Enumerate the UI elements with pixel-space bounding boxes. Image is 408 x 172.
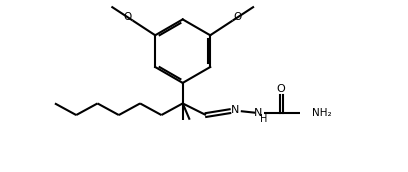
Text: NH₂: NH₂ — [312, 108, 332, 118]
Text: H: H — [260, 114, 267, 124]
Text: O: O — [277, 84, 286, 94]
Text: O: O — [233, 12, 242, 23]
Text: N: N — [254, 108, 262, 118]
Text: N: N — [231, 105, 239, 115]
Text: O: O — [124, 12, 132, 23]
